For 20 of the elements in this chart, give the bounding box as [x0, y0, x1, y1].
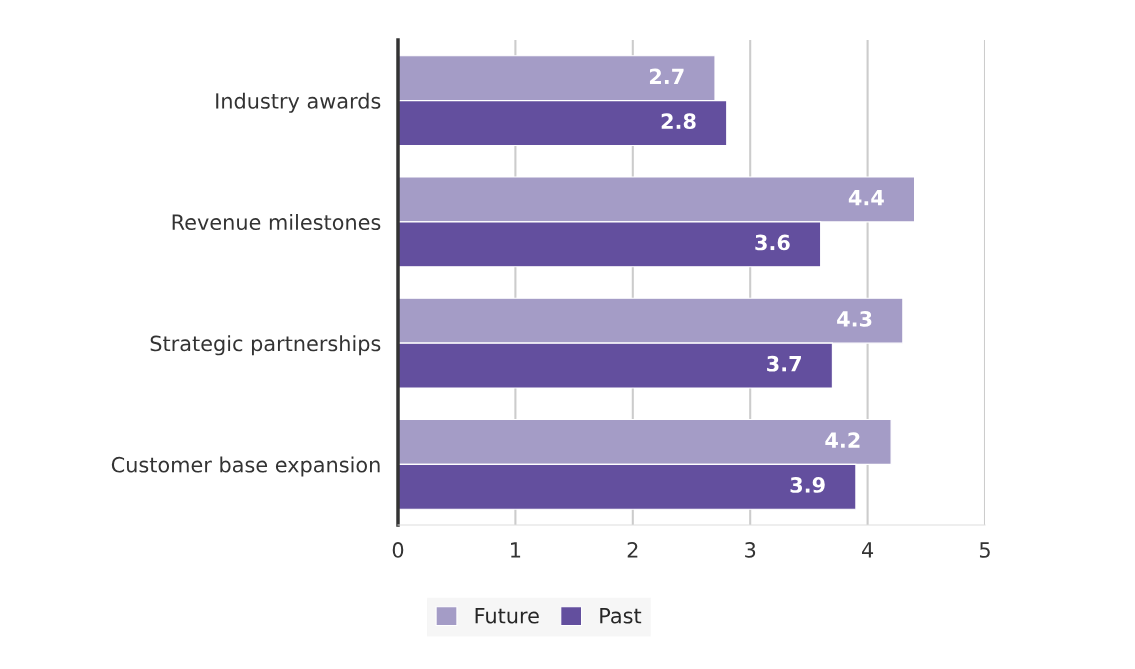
data-label: 4.4 — [848, 190, 884, 206]
data-label: 2.8 — [661, 113, 696, 130]
y-tick-label: Strategic partnerships — [150, 335, 381, 356]
legend-label: Future — [475, 608, 539, 624]
data-label: 3.7 — [767, 355, 801, 372]
y-tick-label: Industry awards — [216, 92, 381, 113]
x-tick-label: 0 — [392, 542, 404, 558]
x-tick-label: 2 — [627, 542, 638, 558]
x-tick-label: 5 — [979, 542, 990, 558]
x-tick-label: 3 — [745, 542, 756, 558]
x-tick-label: 4 — [861, 542, 874, 558]
data-label: 4.2 — [825, 432, 860, 448]
data-label: 3.6 — [755, 234, 790, 251]
data-label: 3.9 — [790, 477, 825, 493]
y-tick-label: Revenue milestones — [172, 213, 381, 231]
data-label: 2.7 — [649, 68, 684, 84]
y-tick-label: Customer base expansion — [111, 456, 380, 477]
data-label: 4.3 — [837, 310, 872, 327]
legend-label: Past — [600, 608, 642, 624]
x-tick-label: 1 — [511, 542, 521, 558]
